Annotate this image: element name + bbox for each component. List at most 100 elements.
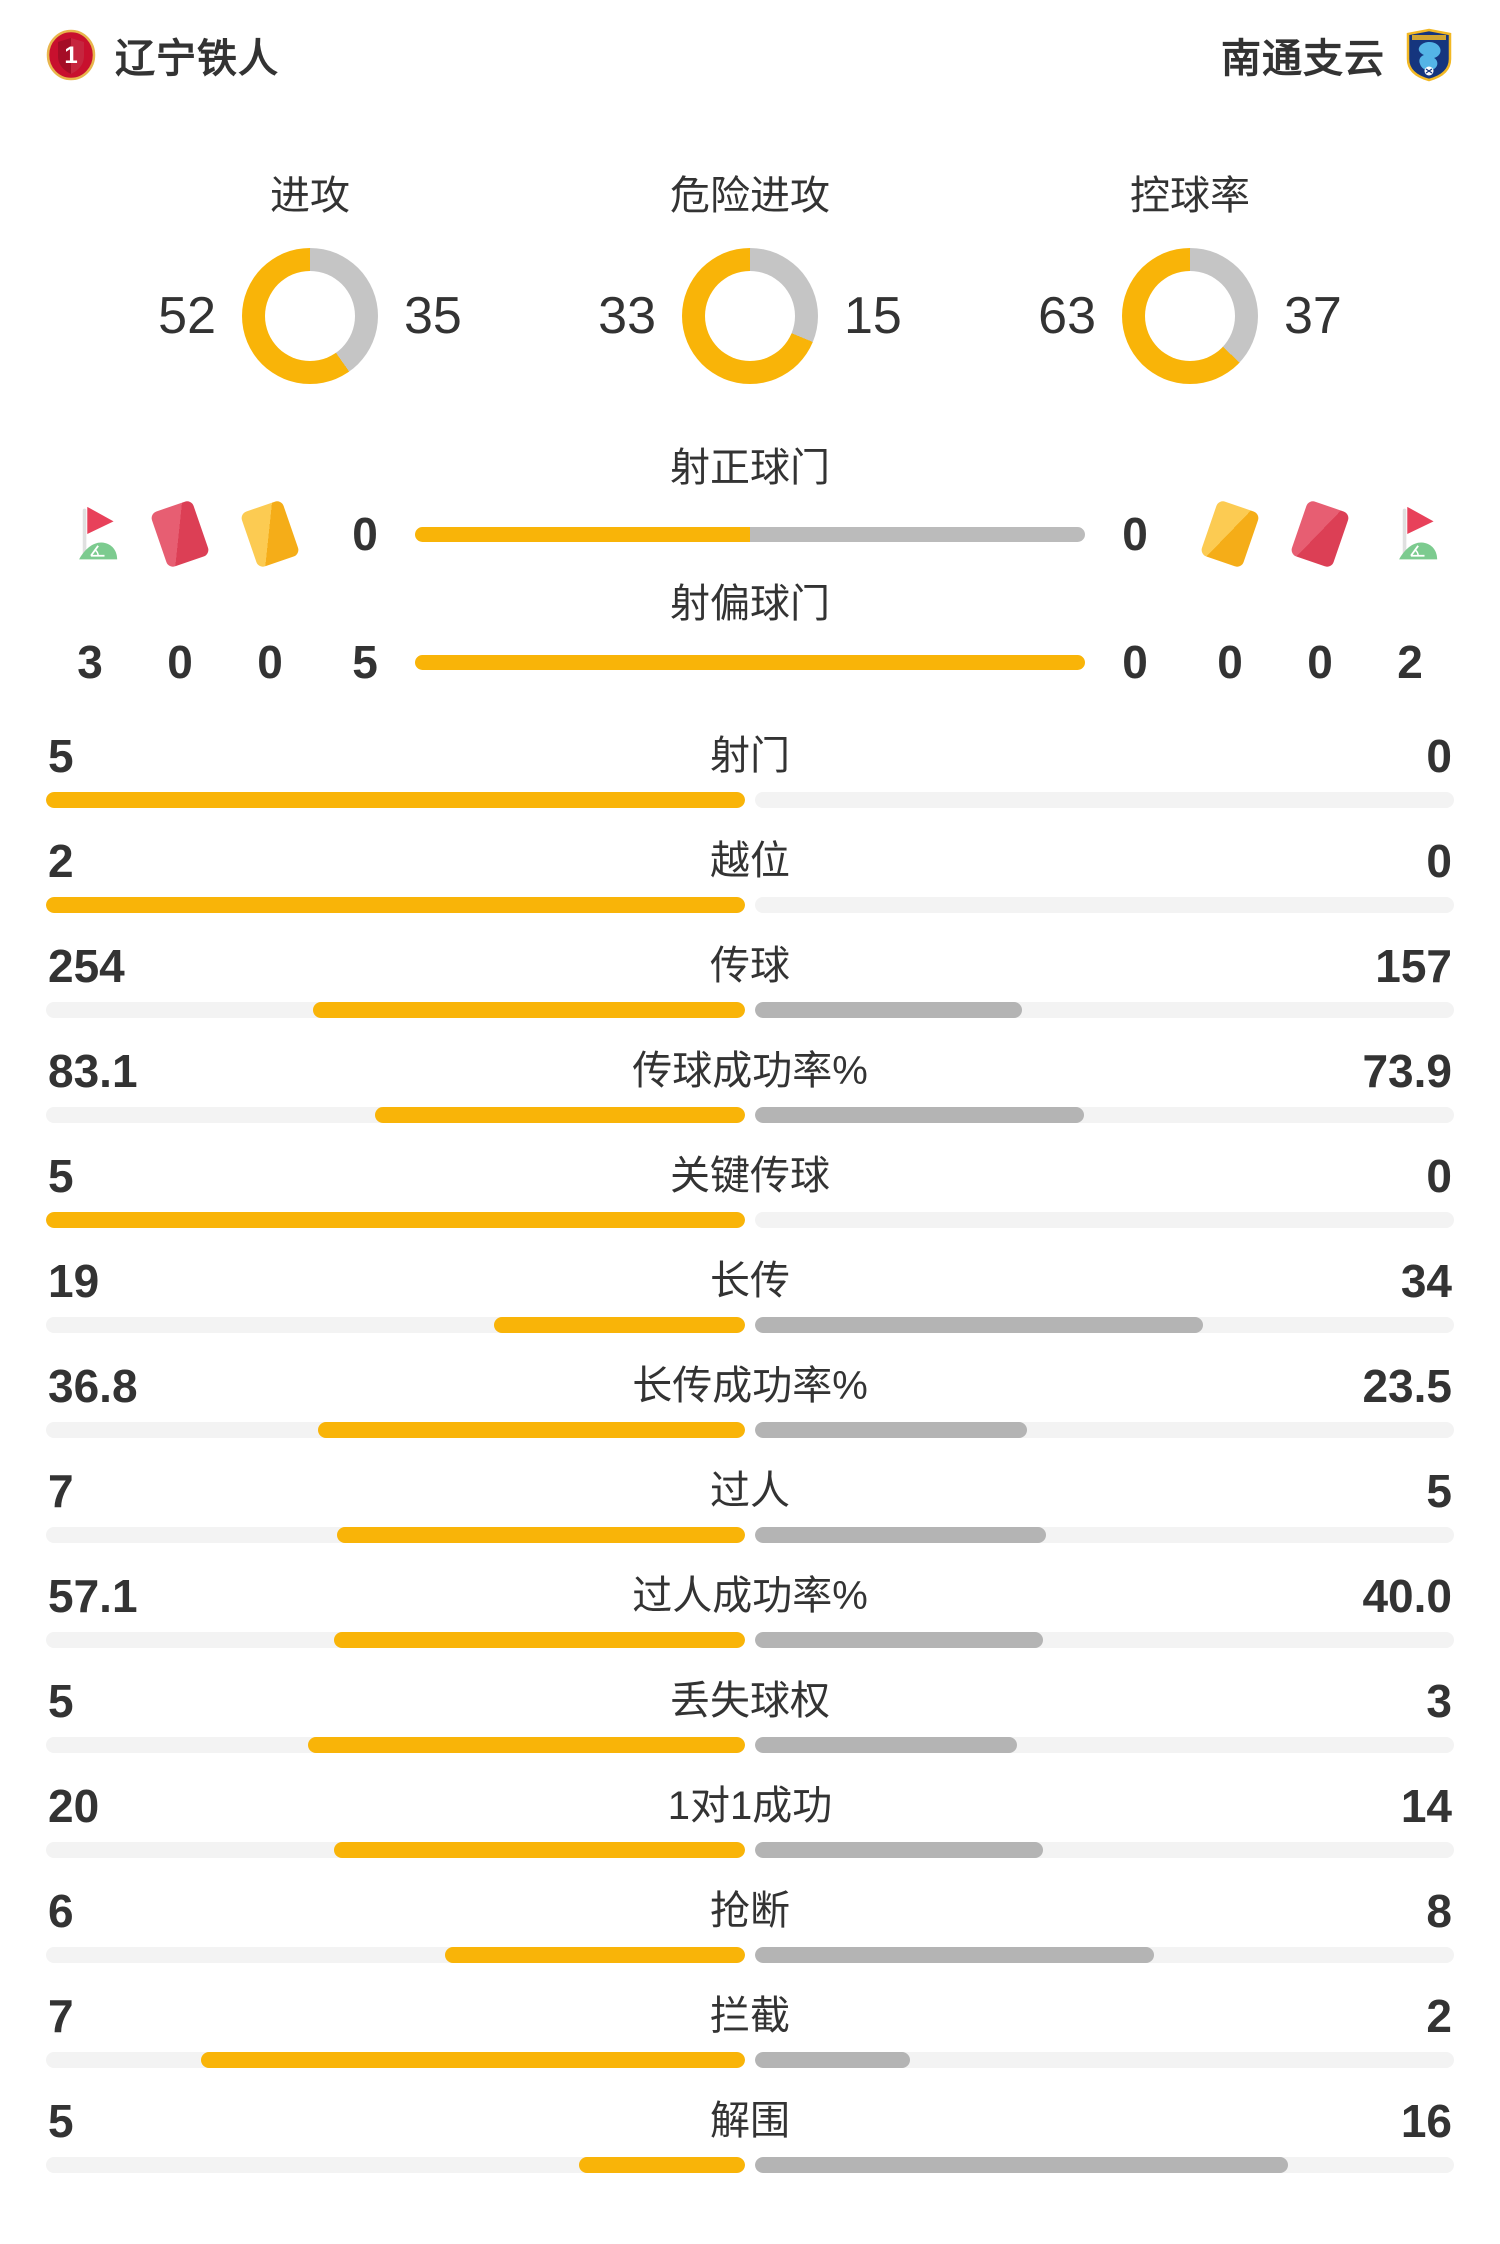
home-corners-count: 3 <box>77 636 103 688</box>
shots-off-target-row: 3 0 0 5 0 0 0 2 <box>0 632 1500 692</box>
stat-bar-home-fill <box>201 2052 745 2068</box>
stat-bar-away-fill <box>755 2052 911 2068</box>
away-red-cards-count: 0 <box>1307 636 1333 688</box>
stat-bar-home-fill <box>333 1842 745 1858</box>
stat-bar-home-track <box>46 1107 745 1123</box>
stat-row: 254 传球 157 <box>46 942 1454 1018</box>
away-team-logo <box>1403 28 1455 82</box>
stat-bar <box>46 1317 1454 1333</box>
stat-bar-home-track <box>46 1002 745 1018</box>
donut-dangerous-attack: 危险进攻 33 15 <box>540 172 960 384</box>
donut-away-value: 15 <box>844 287 902 345</box>
stat-bar-home-fill <box>445 1947 745 1963</box>
stat-bar <box>46 1422 1454 1438</box>
stat-home-value: 83.1 <box>48 1045 138 1097</box>
shots-off-target-away-value: 0 <box>1122 636 1148 688</box>
donut-title: 控球率 <box>1130 174 1250 218</box>
stat-bar-home-track <box>46 792 745 808</box>
stat-row: 7 拦截 2 <box>46 1992 1454 2068</box>
stat-bar-away-track <box>755 897 1454 913</box>
stat-away-value: 8 <box>1426 1885 1452 1937</box>
stat-bar-away-track <box>755 1422 1454 1438</box>
shots-on-target-row: 0 0 <box>0 498 1500 570</box>
away-yellow-cards-count: 0 <box>1217 636 1243 688</box>
stat-bar-home-track <box>46 1212 745 1228</box>
stat-label: 过人 <box>710 1469 790 1513</box>
stat-label: 解围 <box>710 2099 790 2143</box>
stat-bar-away-track <box>755 1317 1454 1333</box>
stat-away-value: 0 <box>1426 835 1452 887</box>
away-red-card-icon <box>1275 498 1365 570</box>
stat-away-value: 40.0 <box>1362 1570 1452 1622</box>
donut-chart <box>1122 248 1258 384</box>
stat-label: 射门 <box>710 734 790 778</box>
stat-bar-away-track <box>755 2157 1454 2173</box>
stat-label: 传球成功率% <box>632 1049 868 1093</box>
stat-away-value: 14 <box>1400 1780 1452 1832</box>
stat-bar-away-track <box>755 1842 1454 1858</box>
stat-away-value: 3 <box>1426 1675 1452 1727</box>
stat-home-value: 57.1 <box>48 1570 138 1622</box>
away-team: 南通支云 <box>1221 26 1455 84</box>
stat-home-value: 19 <box>48 1255 100 1307</box>
stat-bar-home-track <box>46 1527 745 1543</box>
stat-row: 83.1 传球成功率% 73.9 <box>46 1047 1454 1123</box>
home-team: 1 辽宁铁人 <box>45 26 279 84</box>
stat-bar-home-fill <box>318 1422 745 1438</box>
stat-home-value: 7 <box>48 1990 74 2042</box>
stat-row: 36.8 长传成功率% 23.5 <box>46 1362 1454 1438</box>
stat-away-value: 0 <box>1426 730 1452 782</box>
shots-off-target-bar <box>415 654 1085 670</box>
stat-label: 过人成功率% <box>632 1574 868 1618</box>
stat-home-value: 5 <box>48 730 74 782</box>
donut-title: 危险进攻 <box>670 174 830 218</box>
shots-section: 射正球门 0 0 <box>0 444 1500 692</box>
donut-away-value: 35 <box>404 287 462 345</box>
stat-bar-home-fill <box>333 1632 745 1648</box>
stat-bar-away-track <box>755 1002 1454 1018</box>
stat-bar-home-fill <box>337 1527 745 1543</box>
stat-bar-home-track <box>46 2052 745 2068</box>
stat-bar-home-track <box>46 1737 745 1753</box>
donut-away-value: 37 <box>1284 287 1342 345</box>
stat-bar <box>46 1842 1454 1858</box>
stat-row: 5 解围 16 <box>46 2097 1454 2173</box>
donut-attack: 进攻 52 35 <box>100 172 520 384</box>
home-red-cards-count: 0 <box>167 636 193 688</box>
donut-home-value: 63 <box>1038 287 1096 345</box>
stat-label: 传球 <box>710 944 790 988</box>
header: 1 辽宁铁人 南通支云 <box>0 0 1500 84</box>
stat-bar-home-fill <box>578 2157 745 2173</box>
stat-home-value: 7 <box>48 1465 74 1517</box>
stat-bar <box>46 2157 1454 2173</box>
stat-bar-home-fill <box>46 792 745 808</box>
stat-home-value: 5 <box>48 1675 74 1727</box>
stat-bar-away-fill <box>755 1002 1022 1018</box>
svg-text:1: 1 <box>64 42 77 69</box>
shots-on-target-home-value: 0 <box>352 508 378 560</box>
donut-title: 进攻 <box>270 174 350 218</box>
stat-label: 丢失球权 <box>670 1679 830 1723</box>
donut-home-value: 33 <box>598 287 656 345</box>
stat-row: 19 长传 34 <box>46 1257 1454 1333</box>
shots-off-target-title: 射偏球门 <box>670 582 830 626</box>
stat-bar-home-fill <box>494 1317 745 1333</box>
stat-row: 5 射门 0 <box>46 732 1454 808</box>
stat-home-value: 5 <box>48 1150 74 1202</box>
stat-bar <box>46 2052 1454 2068</box>
stat-home-value: 20 <box>48 1780 100 1832</box>
stat-home-value: 5 <box>48 2095 74 2147</box>
stat-bar-home-track <box>46 2157 745 2173</box>
shots-on-target-away-value: 0 <box>1122 508 1148 560</box>
stat-bar-away-track <box>755 1737 1454 1753</box>
donut-home-value: 52 <box>158 287 216 345</box>
stat-bar-away-track <box>755 1947 1454 1963</box>
stat-bar-home-track <box>46 897 745 913</box>
stat-row: 7 过人 5 <box>46 1467 1454 1543</box>
stat-bar-home-fill <box>375 1107 745 1123</box>
stat-label: 越位 <box>710 839 790 883</box>
stat-bar-away-track <box>755 2052 1454 2068</box>
stat-home-value: 6 <box>48 1885 74 1937</box>
stat-home-value: 2 <box>48 835 74 887</box>
shots-on-target-title: 射正球门 <box>670 446 830 490</box>
